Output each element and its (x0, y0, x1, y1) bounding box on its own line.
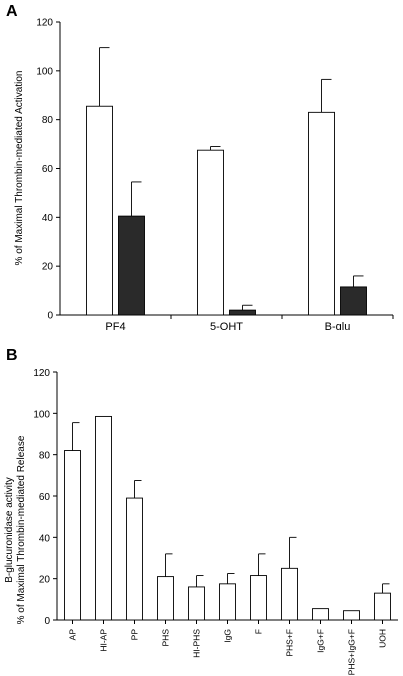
panel-label-b: B (6, 347, 18, 364)
bar-b (343, 610, 360, 621)
y-tick-label-b: 60 (39, 492, 51, 503)
bar-b (188, 586, 205, 621)
bar-b (95, 415, 112, 621)
panel-label-a: A (6, 3, 18, 20)
category-label-b: HI-AP (99, 629, 109, 652)
bar-b (126, 497, 143, 621)
category-label-b: PHS+IgG+F (347, 629, 357, 675)
y-tick-label-b: 80 (39, 451, 51, 462)
plot-area-a: 0 20 40 60 80 100 120 PF4 5-OHT B-glu (36, 18, 394, 330)
y-tick-label-a: 80 (42, 115, 54, 126)
bar-b (219, 583, 236, 621)
bar-b (374, 592, 391, 621)
category-label-a: 5-OHT (210, 321, 243, 330)
bar-b (64, 450, 81, 621)
category-label-b: IgG+F (316, 629, 326, 653)
y-tick-label-b: 0 (44, 616, 50, 627)
y-tick-label-a: 120 (36, 18, 53, 29)
bar-b (157, 576, 174, 621)
chart-b: B B-glucuronidase activity % of Maximal … (4, 347, 398, 675)
bar-a (308, 111, 335, 316)
y-tick-label-a: 60 (42, 164, 54, 175)
bar-a (229, 309, 256, 316)
bar-a (86, 105, 113, 316)
y-tick-label-a: 100 (36, 66, 53, 77)
bar-a (197, 149, 224, 316)
y-tick-label-a: 40 (42, 213, 54, 224)
plot-area-b: 0 20 40 60 80 100 120 AP HI-AP PP PHS HI-PHS IgG F PHS… (33, 368, 398, 675)
bar-a (118, 215, 145, 316)
y-tick-label-a: 0 (47, 311, 53, 322)
category-label-a: B-glu (325, 321, 351, 330)
y-tick-label-b: 120 (33, 368, 50, 379)
category-label-b: HI-PHS (192, 629, 202, 658)
y-tick-label-b: 100 (33, 409, 50, 420)
bar-b (312, 608, 329, 621)
category-label-b: F (254, 629, 264, 634)
bar-b (281, 567, 298, 621)
bar-b (250, 575, 267, 621)
y-tick-label-a: 20 (42, 262, 54, 273)
y-tick-label-b: 20 (39, 575, 51, 586)
bar-a (340, 286, 367, 316)
y-axis-label-a: % of Maximal Thrombin-mediated Activatio… (14, 71, 25, 266)
category-label-b: PHS (161, 629, 171, 647)
category-label-a: PF4 (105, 321, 125, 330)
category-label-b: PHS+F (285, 629, 295, 657)
category-label-b: IgG (223, 629, 233, 643)
category-label-b: AP (68, 629, 78, 641)
y-axis-label-b-line2: % of Maximal Thrombin-mediated Release (16, 435, 27, 624)
chart-a: A % of Maximal Thrombin-mediated Activat… (6, 3, 394, 330)
y-tick-label-b: 40 (39, 533, 51, 544)
category-label-b: UOH (378, 629, 388, 648)
y-axis-label-b-line1: B-glucuronidase activity (4, 477, 15, 583)
category-label-b: PP (130, 629, 140, 641)
